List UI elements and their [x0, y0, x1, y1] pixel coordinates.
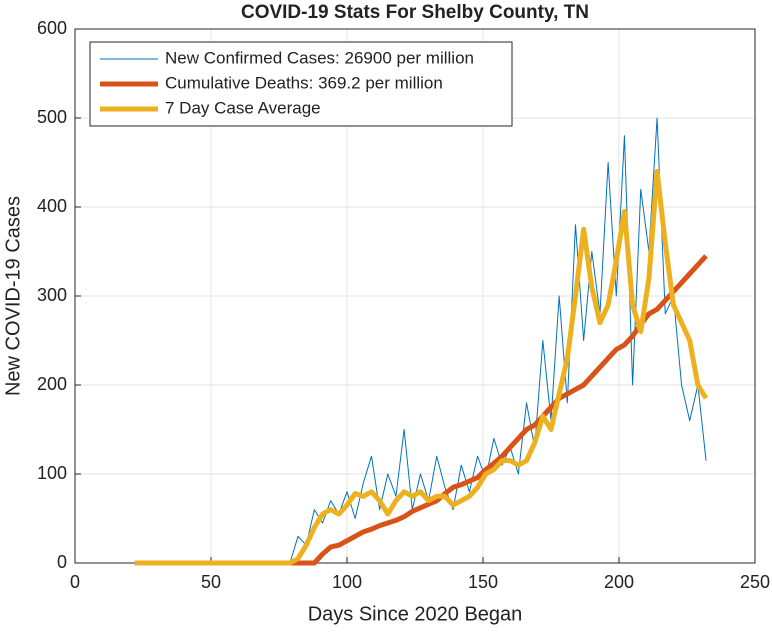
y-tick-label: 100 — [37, 463, 67, 483]
y-tick-label: 0 — [57, 552, 67, 572]
x-tick-label: 250 — [740, 572, 770, 592]
data-line — [134, 168, 709, 566]
x-tick-label: 0 — [70, 572, 80, 592]
legend-box — [89, 41, 513, 127]
chart-title: COVID-19 Stats For Shelby County, TN — [241, 2, 589, 23]
x-tick-label: 100 — [332, 572, 362, 592]
legend-label: Cumulative Deaths: 369.2 per million — [165, 73, 443, 92]
plot-frame — [74, 28, 756, 564]
y-tick-label: 200 — [37, 374, 67, 394]
y-tick-label: 500 — [37, 107, 67, 127]
x-tick-label: 200 — [604, 572, 634, 592]
y-axis-label: New COVID-19 Cases — [2, 196, 24, 396]
y-tick-label: 600 — [37, 18, 67, 38]
x-tick-label: 50 — [201, 572, 221, 592]
legend-label: New Confirmed Cases: 26900 per million — [165, 48, 474, 67]
y-tick-label: 400 — [37, 196, 67, 216]
x-tick-label: 150 — [468, 572, 498, 592]
y-tick-label: 300 — [37, 285, 67, 305]
x-axis-label: Days Since 2020 Began — [308, 603, 523, 625]
legend-label: 7 Day Case Average — [165, 98, 321, 117]
